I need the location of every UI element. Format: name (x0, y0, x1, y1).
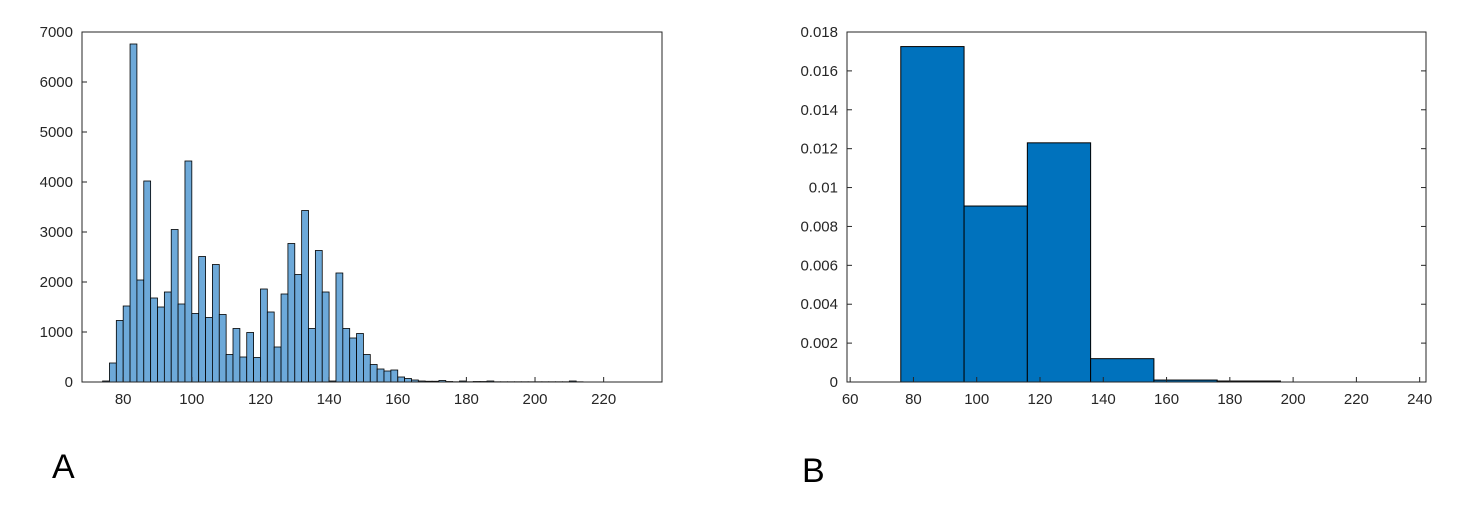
histogram-bar (287, 243, 296, 383)
y-tick-label: 2000 (40, 274, 73, 291)
y-tick-label: 0.01 (809, 180, 838, 197)
histogram-bar (390, 369, 399, 383)
bar (1090, 358, 1155, 383)
x-tick-label: 140 (1091, 391, 1116, 408)
y-tick-label: 0 (65, 374, 73, 391)
histogram-bar (349, 337, 357, 383)
x-tick-label: 180 (454, 391, 479, 408)
histogram-bar (335, 272, 344, 383)
histogram-bar (143, 180, 152, 383)
histogram-bar (150, 297, 158, 383)
y-tick-label: 5000 (40, 124, 73, 141)
histogram-bar (198, 256, 206, 383)
x-tick-label: 240 (1407, 391, 1432, 408)
panel-label-b: B (802, 452, 825, 490)
histogram-bar (273, 346, 282, 383)
histogram-bar (218, 314, 227, 383)
histogram-bar (109, 362, 117, 383)
histogram-bar (404, 378, 412, 383)
x-tick-label: 160 (385, 391, 410, 408)
x-tick-label: 220 (1344, 391, 1369, 408)
histogram-bar (232, 328, 241, 383)
histogram-bar (122, 305, 131, 383)
histogram-bar (308, 328, 316, 383)
y-tick-label: 3000 (40, 224, 73, 241)
x-tick-label: 220 (591, 391, 616, 408)
histogram-bar (170, 229, 179, 383)
y-tick-label: 1000 (40, 324, 73, 341)
y-tick-label: 0.014 (800, 102, 838, 119)
histogram-bar (177, 303, 186, 383)
y-tick-label: 0.012 (800, 141, 838, 158)
histogram-bar (115, 320, 124, 383)
x-tick-label: 100 (964, 391, 989, 408)
histogram-bar (136, 279, 145, 383)
histogram-bar (239, 356, 248, 383)
x-tick-label: 180 (1217, 391, 1242, 408)
y-tick-label: 0.002 (800, 335, 838, 352)
y-tick-label: 0.006 (800, 257, 838, 274)
histogram-bar (191, 313, 200, 383)
histogram-bar (342, 328, 351, 383)
y-tick-label: 0.004 (800, 296, 838, 313)
histogram-bar (314, 250, 323, 383)
histogram-bars (102, 43, 584, 383)
bar (1026, 142, 1092, 383)
x-tick-label: 200 (523, 391, 548, 408)
histogram-bar (246, 332, 254, 383)
histogram-y-ticks: 0 1000 2000 3000 4000 5000 6000 7000 (40, 24, 87, 391)
histogram-bar (356, 333, 364, 383)
histogram-bar (205, 317, 213, 383)
y-tick-label: 0 (830, 374, 838, 391)
bar-chart-bars (900, 46, 1281, 383)
histogram-bar (397, 376, 406, 383)
x-tick-label: 160 (1154, 391, 1179, 408)
histogram-bar (383, 370, 392, 383)
x-tick-label: 200 (1281, 391, 1306, 408)
histogram-bar (163, 291, 172, 383)
y-tick-label: 0.008 (800, 218, 838, 235)
bar (963, 205, 1028, 383)
bar-chart-y-ticks: 0 0.002 0.004 0.006 0.008 0.01 0.012 0.014 0.016… (800, 24, 1426, 391)
histogram-x-ticks: 80 100 120 140 160 180 200 220 (115, 377, 616, 408)
bar-chart: 60 80 100 120 140 160 180 200 220 240 0 0.002 0.004… (800, 24, 1432, 408)
histogram-bar (157, 306, 165, 383)
histogram-bar (184, 160, 193, 383)
x-tick-label: 80 (905, 391, 922, 408)
histogram-bar (266, 311, 275, 383)
histogram-bar (363, 354, 371, 383)
y-tick-label: 0.018 (800, 24, 838, 41)
y-tick-label: 6000 (40, 74, 73, 91)
x-tick-label: 60 (842, 391, 859, 408)
histogram-bar (212, 264, 220, 383)
panel-label-a: A (52, 448, 75, 486)
histogram-bar (294, 274, 303, 383)
histogram-bar (225, 354, 234, 383)
y-tick-label: 4000 (40, 174, 73, 191)
x-tick-label: 120 (248, 391, 273, 408)
histogram-bar (253, 357, 261, 383)
x-tick-label: 140 (317, 391, 342, 408)
y-tick-label: 0.016 (800, 63, 838, 80)
histogram-bar (301, 210, 309, 383)
x-tick-label: 120 (1027, 391, 1052, 408)
histogram-axes-box (81, 31, 663, 383)
histogram-bar (376, 368, 385, 383)
x-tick-label: 80 (115, 391, 132, 408)
bar-chart-axes-box (846, 31, 1427, 383)
histogram-bar (260, 288, 268, 383)
y-tick-label: 7000 (40, 24, 73, 41)
bar-chart-x-ticks: 60 80 100 120 140 160 180 200 220 240 (842, 377, 1432, 408)
histogram-bar (280, 293, 289, 383)
bar (900, 46, 965, 383)
histogram-bar (369, 364, 378, 383)
histogram-chart: 80 100 120 140 160 180 200 220 0 1000 2000 3000 400… (40, 24, 663, 408)
x-tick-label: 100 (179, 391, 204, 408)
histogram-bar (129, 43, 138, 383)
histogram-bar (321, 291, 330, 383)
